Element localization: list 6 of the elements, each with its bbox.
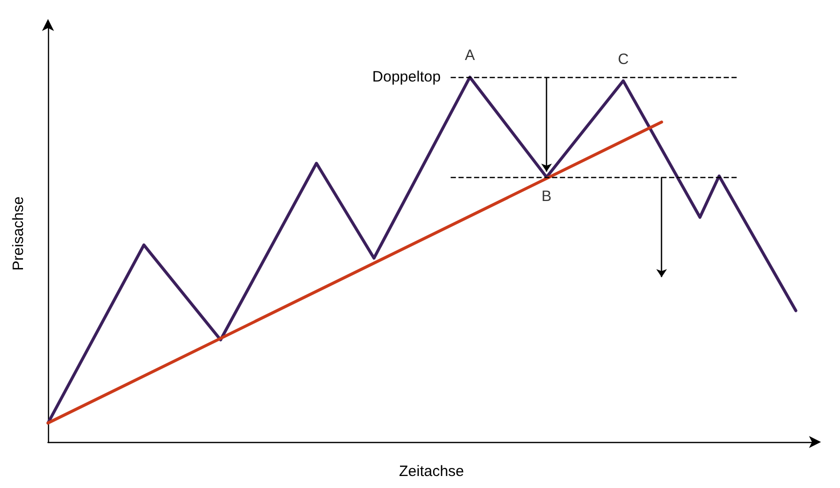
annotation: B: [542, 188, 552, 206]
ref-line-label: Doppeltop: [372, 68, 441, 86]
annotation: A: [464, 47, 475, 64]
x-axis-title: Zeitachse: [398, 463, 464, 480]
y-axis-title: Preisachse: [10, 196, 27, 271]
annotation: C: [618, 50, 629, 68]
